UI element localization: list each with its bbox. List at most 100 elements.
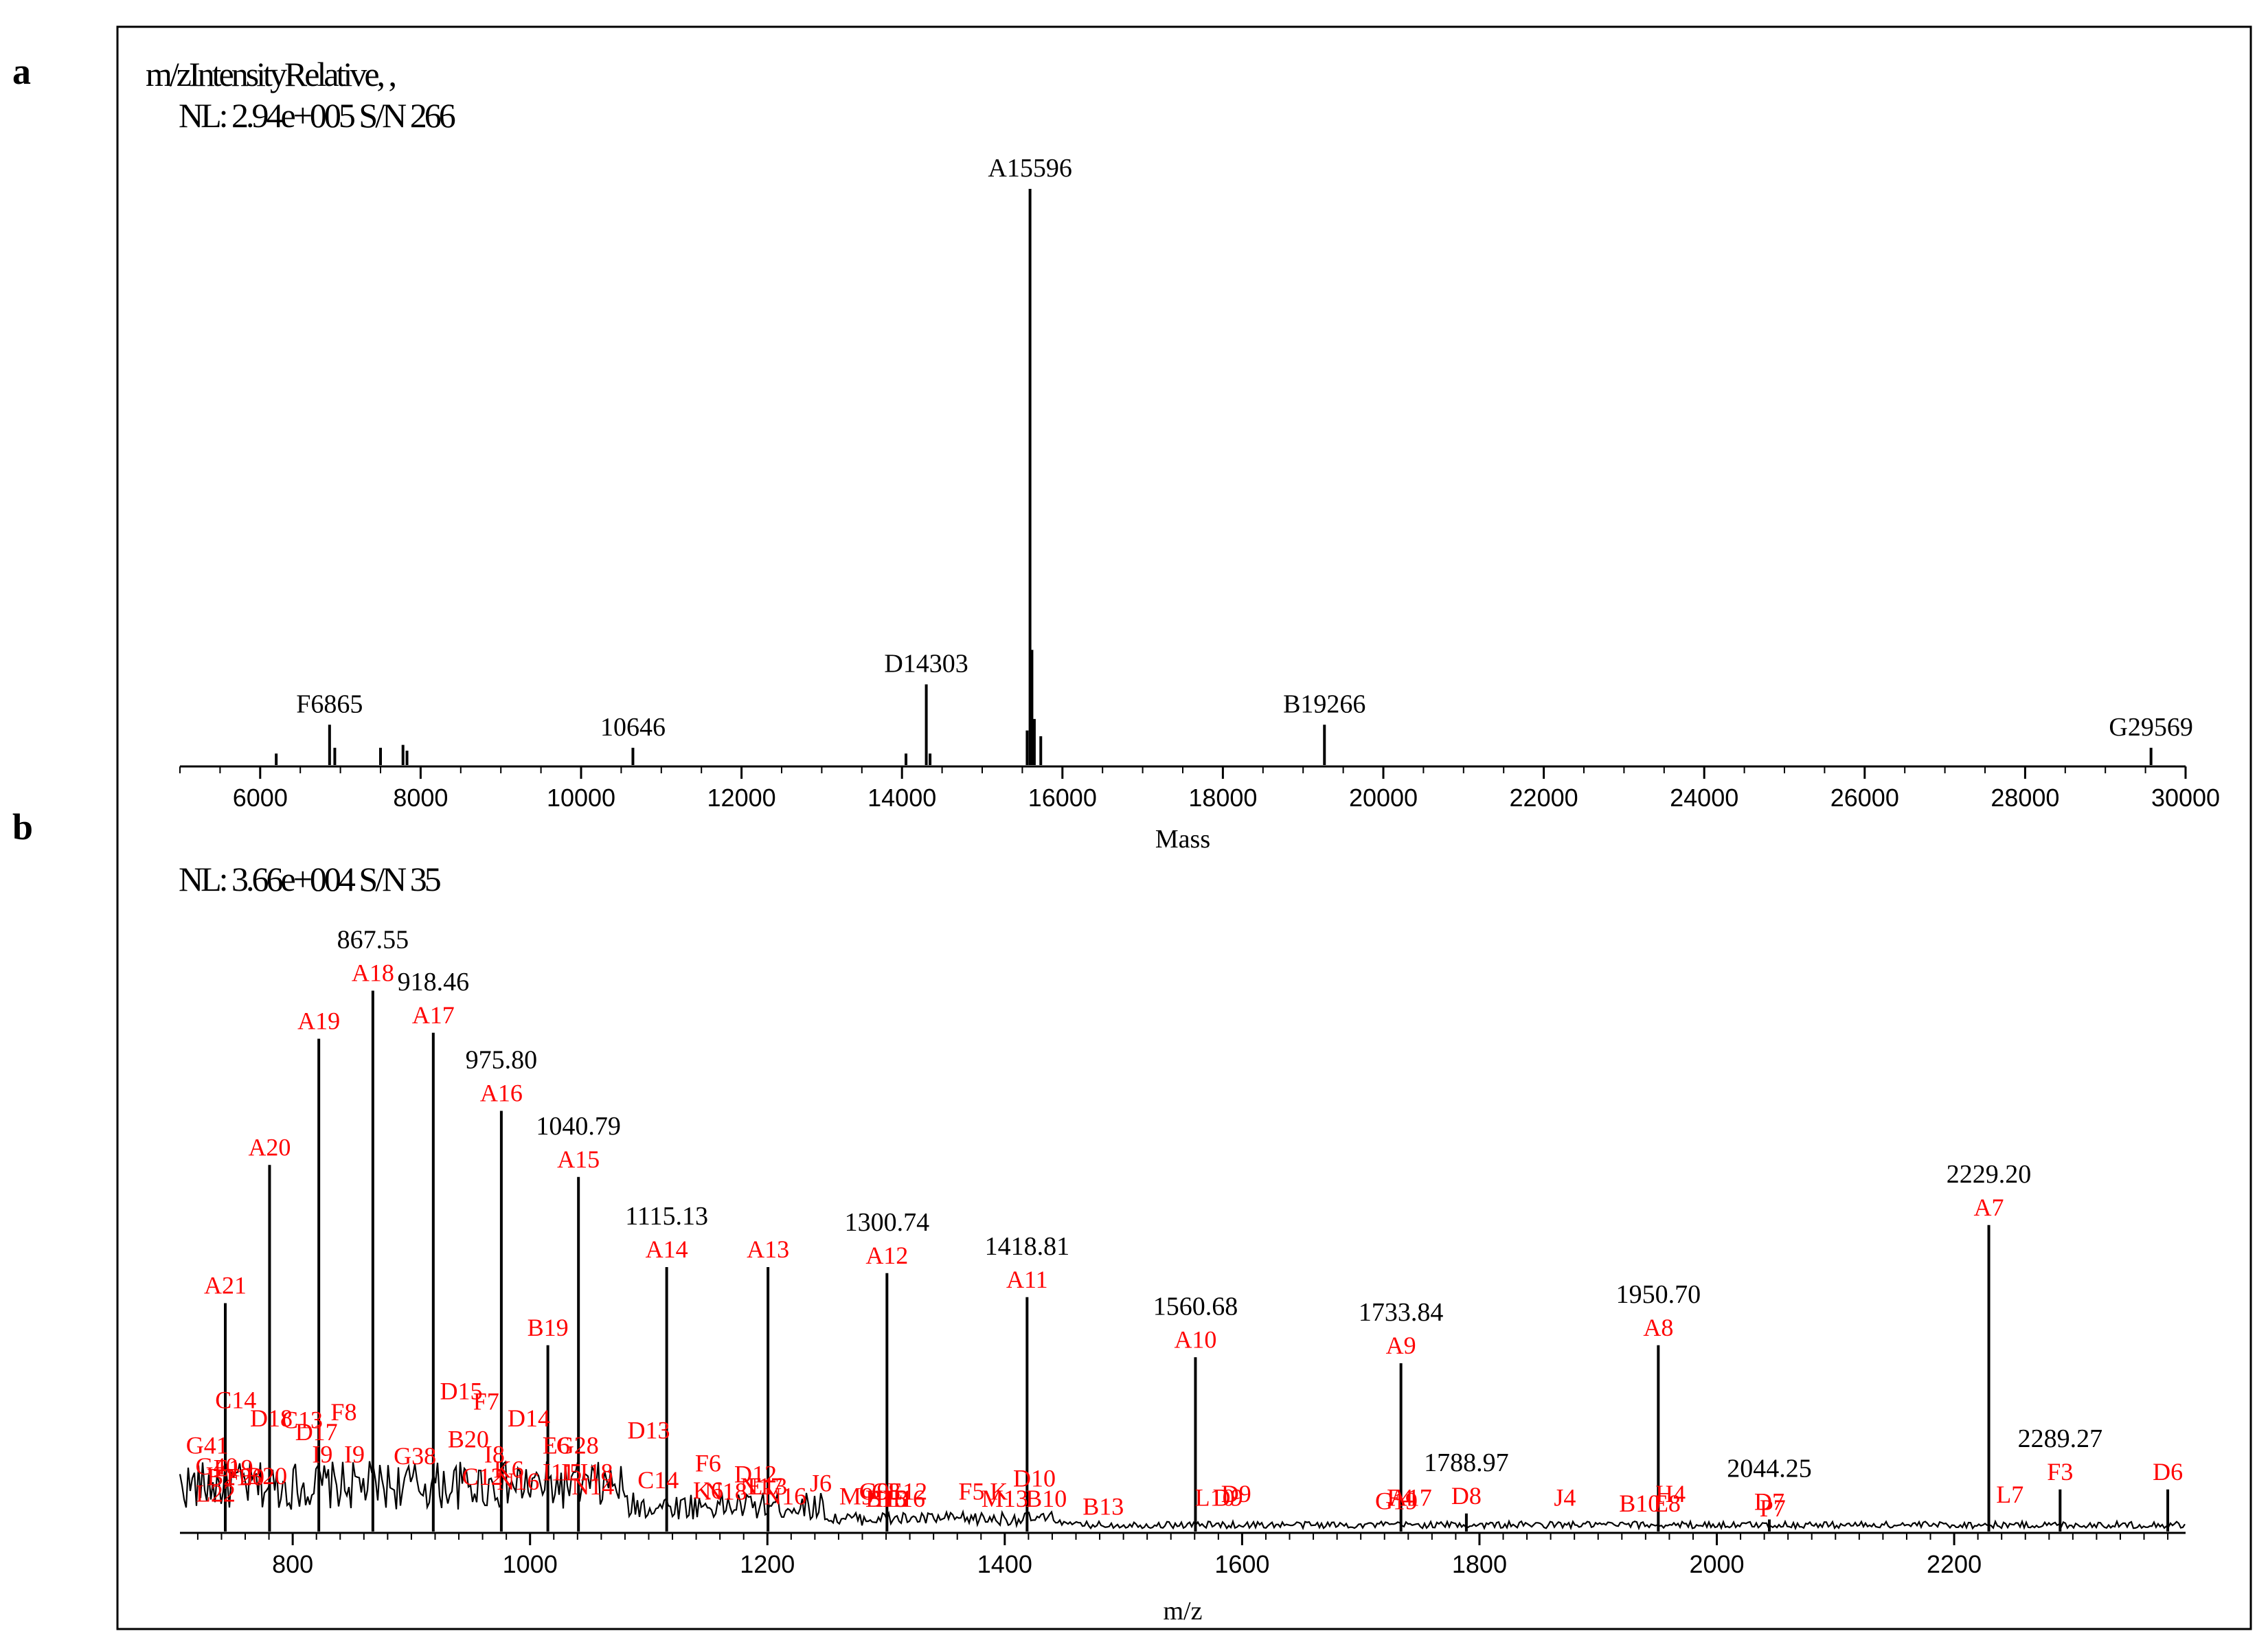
- panel-b-ion-label: A13: [747, 1236, 789, 1263]
- panel-b-fragment-label: B15: [865, 1485, 907, 1512]
- panel-b-fragment-label: C14: [215, 1387, 256, 1414]
- panel-b-ion-label: A15: [557, 1146, 600, 1173]
- panel-b-mz-label: 2229.20: [1947, 1160, 2032, 1189]
- panel-a-peak-label: 10646: [600, 713, 666, 742]
- panel-b-fragment-label: N16: [497, 1468, 539, 1495]
- panel-b-x-axis-title: m/z: [1164, 1597, 1203, 1626]
- plot-frame: [116, 25, 2252, 1630]
- panel-a-tick-label: 10000: [547, 784, 615, 812]
- panel-b-ion-label: A12: [865, 1242, 908, 1269]
- panel-a-header-line1: m/zIntensityRelative, ,: [146, 55, 396, 93]
- panel-b-mz-label: 1418.81: [985, 1232, 1070, 1261]
- panel-b-fragment-label: F4: [1387, 1483, 1413, 1511]
- panel-b-fragment-label: B13: [1082, 1493, 1124, 1521]
- panel-b-fragment-label: F8: [330, 1398, 356, 1426]
- panel-b-peaks: [224, 990, 2170, 1532]
- panel-b-noise-trace: [179, 1460, 2186, 1531]
- panel-b-ion-label: A7: [1974, 1194, 2004, 1221]
- panel-b-fragment-label: J4: [1554, 1483, 1576, 1511]
- panel-b-fragment-label: J6: [810, 1469, 832, 1496]
- panel-a-peak-label: B19266: [1283, 690, 1365, 718]
- panel-b-fragment-label: I9: [344, 1440, 365, 1468]
- panel-a-peaks: [275, 189, 2153, 765]
- panel-b-fragment-label: M13: [982, 1485, 1028, 1512]
- panel-b-fragment-label: D15: [440, 1378, 482, 1405]
- panel-b-tick-label: 1800: [1452, 1550, 1507, 1578]
- panel-b-fragment-label: B10: [1619, 1490, 1660, 1517]
- panel-b-mz-label: 1950.70: [1616, 1280, 1701, 1309]
- panel-b-mz-label: 2044.25: [1727, 1455, 1812, 1483]
- panel-a-peak-label: F6865: [296, 690, 363, 718]
- panel-b-fragment-label: B10: [1025, 1485, 1067, 1512]
- panel-b-x-axis: 800 1000 1200 1400 1600 1800 2000 2200: [180, 1532, 2186, 1578]
- panel-b-ion-label: B19: [528, 1314, 569, 1341]
- panel-a-x-axis: 6000 8000 10000 12000 14000 16000 18000 20000 22…: [179, 765, 2220, 812]
- panel-b-fragment-label: G40: [196, 1453, 238, 1480]
- panel-b-tick-label: 800: [272, 1550, 313, 1578]
- panel-b-ion-label: A17: [412, 1001, 455, 1029]
- panel-b-ion-label: D7: [1754, 1488, 1784, 1516]
- panel-a-peak-label: D14303: [884, 650, 968, 679]
- panel-b-peak-labels: A21 A20 A19 A18 867.55 A17 918.46 A16 975.80 A15 1…: [204, 926, 2183, 1516]
- panel-b-fragment-label: E19: [214, 1455, 253, 1482]
- panel-a-header-line2: NL: 2.94e+005 S/N 266: [179, 96, 455, 135]
- panel-b-mz-label: 1040.79: [536, 1112, 621, 1141]
- panel-a-tick-label: 16000: [1028, 784, 1097, 812]
- panel-b-fragment-label: G9: [859, 1478, 889, 1505]
- panel-b-ion-label: F3: [2047, 1458, 2073, 1485]
- panel-b-mz-label: 1115.13: [625, 1202, 708, 1231]
- panel-b-fragment-label: E13: [747, 1472, 787, 1500]
- spectrum-panel-a: m/zIntensityRelative, , NL: 2.94e+005 S/…: [146, 55, 2220, 854]
- panel-b-fragment-label: K6: [494, 1455, 524, 1483]
- panel-b-fragment-label: G19: [1375, 1488, 1418, 1515]
- panel-b-mz-label: 1560.68: [1153, 1292, 1238, 1321]
- panel-b-fragment-label: E6: [543, 1431, 570, 1459]
- panel-b-fragment-label: H4: [1655, 1480, 1686, 1507]
- panel-b-ion-label: A8: [1643, 1314, 1673, 1341]
- panel-b-header-line1: NL: 3.66e+004 S/N 35: [179, 860, 441, 898]
- panel-b-tick-label: 1400: [977, 1550, 1032, 1578]
- panel-b-tick-label: 1600: [1214, 1550, 1269, 1578]
- panel-b-fragment-label: C12: [462, 1463, 503, 1490]
- panel-b-fragment-label: D10: [1013, 1464, 1056, 1492]
- panel-letter-b: b: [12, 806, 33, 847]
- panel-b-mz-label: 1300.74: [845, 1208, 930, 1237]
- panel-b-fragment-label: D17: [295, 1418, 338, 1446]
- panel-b-ion-label: D8: [1451, 1482, 1482, 1510]
- panel-b-ion-label: D6: [2153, 1458, 2183, 1485]
- panel-b-ion-label: A19: [297, 1007, 340, 1035]
- panel-a-tick-label: 12000: [707, 784, 776, 812]
- panel-b-mz-label: 918.46: [398, 968, 470, 997]
- panel-a-peak-label: G29569: [2109, 713, 2192, 742]
- panel-b-fragment-label: G28: [556, 1431, 599, 1459]
- panel-b-mz-label: 975.80: [466, 1046, 538, 1075]
- panel-a-tick-label: 8000: [393, 784, 448, 812]
- panel-b-fragment-label: D13: [627, 1416, 670, 1444]
- panel-b-fragment-label: K: [990, 1478, 1008, 1505]
- panel-b-ion-label: A20: [248, 1133, 291, 1161]
- panel-b-ion-label: A14: [646, 1236, 688, 1263]
- panel-b-ion-label: A11: [1006, 1266, 1048, 1293]
- panel-b-fragment-label: M9: [839, 1483, 874, 1510]
- panel-b-fragment-label: I5: [561, 1459, 582, 1486]
- panel-letter-a: a: [12, 51, 31, 92]
- panel-b-ion-label: A10: [1174, 1325, 1216, 1353]
- panel-b-fragment-label: C8: [872, 1478, 900, 1505]
- panel-b-fragment-label: D18: [250, 1404, 293, 1432]
- panel-b-mz-label: 867.55: [337, 926, 409, 955]
- panel-b-ion-label: A21: [204, 1272, 247, 1299]
- panel-b-fragment-label: D9: [1213, 1483, 1243, 1511]
- panel-b-fragment-label: G41: [186, 1431, 229, 1459]
- panel-b-fragment-label: I18: [580, 1459, 613, 1486]
- panel-b-fragment-label: B20: [448, 1426, 489, 1453]
- panel-a-tick-label: 28000: [1991, 784, 2059, 812]
- panel-b-ion-label: A9: [1386, 1332, 1416, 1359]
- panel-b-fragment-label: C14: [637, 1466, 679, 1494]
- panel-b-fragment-label: F5: [958, 1478, 984, 1505]
- panel-b-fragment-label: E8: [1653, 1490, 1681, 1517]
- panel-b-fragment-label: A17: [1390, 1483, 1432, 1511]
- panel-b-fragment-label: I13: [876, 1485, 909, 1512]
- panel-b-fragment-label: G38: [394, 1442, 436, 1470]
- panel-b-tick-label: 2000: [1689, 1550, 1744, 1578]
